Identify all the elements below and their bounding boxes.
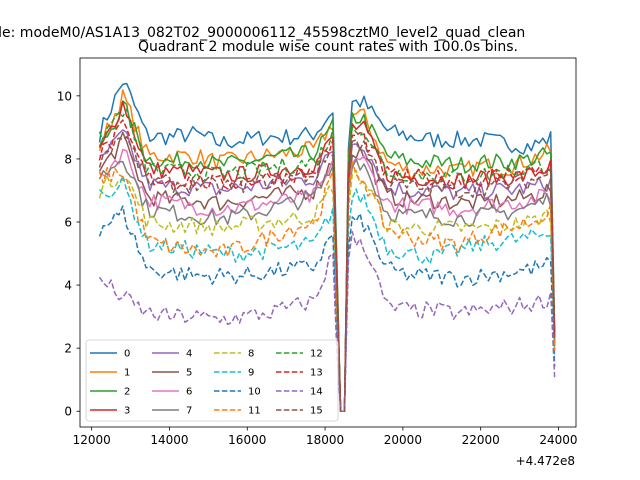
y-tick-label: 6 [64,216,72,230]
y-tick-label: 2 [64,342,72,356]
series-line-10 [98,205,556,412]
series-line-0 [98,82,556,412]
x-axis: 12000 14000 16000 18000 20000 22000 24000 [73,427,578,447]
legend-label-10: 10 [248,387,261,398]
y-tick-label: 8 [64,152,72,166]
legend-label-8: 8 [248,349,254,360]
series-line-13 [98,119,556,412]
x-tick-label: 22000 [462,433,500,447]
y-axis: 0 2 4 6 8 10 [57,89,80,419]
legend-label-2: 2 [124,387,130,398]
legend-label-11: 11 [248,406,261,417]
x-tick-label: 20000 [384,433,422,447]
x-tick-label: 12000 [73,433,111,447]
series-line-8 [98,169,556,412]
legend-label-0: 0 [124,349,130,360]
legend-label-4: 4 [186,349,192,360]
legend-label-12: 12 [310,349,323,360]
series-line-12 [98,108,556,412]
legend-label-7: 7 [186,406,192,417]
series-line-11 [98,161,556,412]
legend-label-5: 5 [186,368,192,379]
series-line-2 [98,100,556,412]
legend-label-9: 9 [248,368,254,379]
series-line-7 [98,158,556,412]
series-line-9 [98,175,556,412]
y-tick-label: 10 [57,89,72,103]
legend-label-3: 3 [124,406,130,417]
x-axis-offset-label: +4.472e8 [516,454,575,468]
legend-label-14: 14 [310,387,323,398]
legend-label-1: 1 [124,368,130,379]
legend-label-15: 15 [310,406,323,417]
x-tick-label: 16000 [228,433,266,447]
legend-label-6: 6 [186,387,192,398]
series-line-15 [98,136,556,412]
series-line-14 [98,230,556,412]
y-tick-label: 0 [64,405,72,419]
x-tick-label: 18000 [306,433,344,447]
series-layer [98,82,556,412]
series-line-3 [98,100,556,412]
series-line-5 [98,131,556,412]
plot-frame [79,57,577,428]
legend-frame [85,339,339,422]
y-tick-label: 4 [64,279,72,293]
x-tick-label: 24000 [539,433,577,447]
legend-label-13: 13 [310,368,323,379]
figure-suptitle: n file: modeM0/AS1A13_082T02_9000006112_… [0,25,525,41]
axes-title: Quadrant 2 module wise count rates with … [138,39,518,55]
x-tick-label: 14000 [150,433,188,447]
